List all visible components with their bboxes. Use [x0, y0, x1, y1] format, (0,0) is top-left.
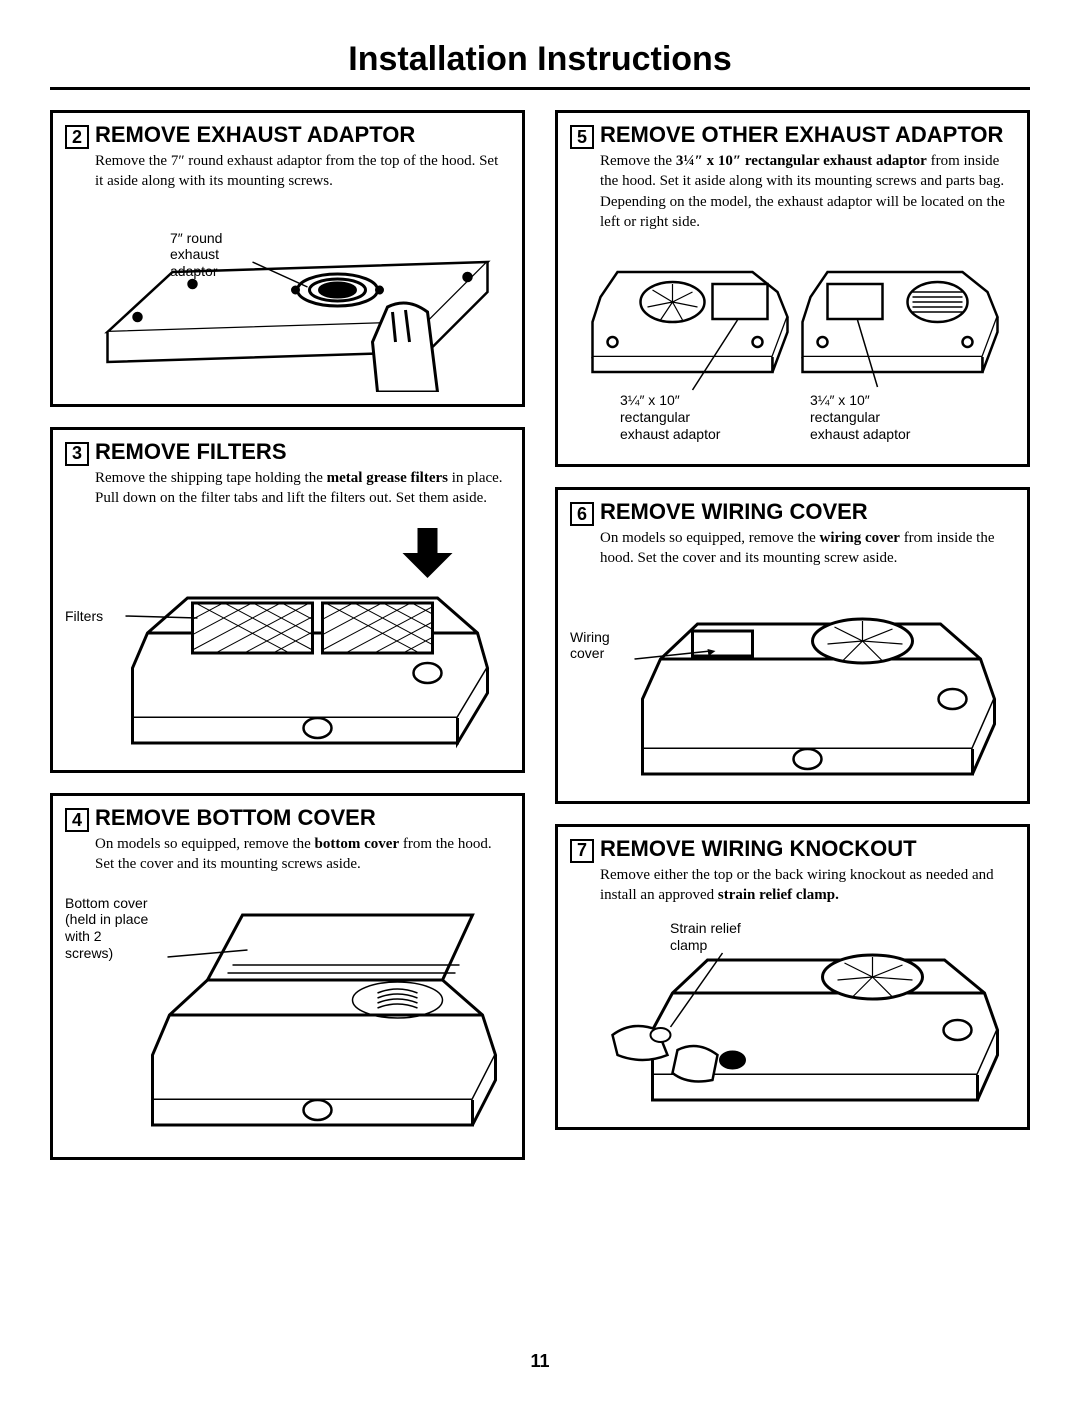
callout-bottom-cover: Bottom cover (held in place with 2 screw… [65, 895, 148, 962]
step-6-header: 6 REMOVE WIRING COVER [570, 500, 1015, 526]
step-4-header: 4 REMOVE BOTTOM COVER [65, 806, 510, 832]
step-4-body: On models so equipped, remove the bottom… [95, 834, 510, 875]
callout-round-adaptor: 7″ round exhaust adaptor [170, 230, 222, 280]
step-6-title: REMOVE WIRING COVER [600, 500, 868, 524]
step-4-title: REMOVE BOTTOM COVER [95, 806, 376, 830]
step-2-illustration: 7″ round exhaust adaptor [65, 202, 510, 392]
step-3-illustration: Filters [65, 518, 510, 758]
step-2-title: REMOVE EXHAUST ADAPTOR [95, 123, 415, 147]
step-6-number: 6 [570, 502, 594, 526]
step-5-title: REMOVE OTHER EXHAUST ADAPTOR [600, 123, 1003, 147]
step-7-illustration: Strain relief clamp [570, 915, 1015, 1115]
step-6-illustration: Wiring cover [570, 579, 1015, 789]
step-3-header: 3 REMOVE FILTERS [65, 440, 510, 466]
step-5-header: 5 REMOVE OTHER EXHAUST ADAPTOR [570, 123, 1015, 149]
step-4-number: 4 [65, 808, 89, 832]
step-3-number: 3 [65, 442, 89, 466]
step-3-body: Remove the shipping tape holding the met… [95, 468, 510, 509]
step-7-box: 7 REMOVE WIRING KNOCKOUT Remove either t… [555, 824, 1030, 1131]
step-7-number: 7 [570, 839, 594, 863]
step-6-body: On models so equipped, remove the wiring… [600, 528, 1015, 569]
step-3-title: REMOVE FILTERS [95, 440, 287, 464]
callout-filters: Filters [65, 608, 103, 625]
step-3-box: 3 REMOVE FILTERS Remove the shipping tap… [50, 427, 525, 774]
page-title: Installation Instructions [50, 40, 1030, 90]
step-5-box: 5 REMOVE OTHER EXHAUST ADAPTOR Remove th… [555, 110, 1030, 467]
columns: 2 REMOVE EXHAUST ADAPTOR Remove the 7″ r… [50, 110, 1030, 1160]
step-2-header: 2 REMOVE EXHAUST ADAPTOR [65, 123, 510, 149]
callout-strain-relief: Strain relief clamp [670, 920, 741, 954]
step-2-body: Remove the 7″ round exhaust adaptor from… [95, 151, 510, 192]
page-number: 11 [0, 1351, 1080, 1372]
step-7-header: 7 REMOVE WIRING KNOCKOUT [570, 837, 1015, 863]
step-5-body: Remove the 3¼″ x 10″ rectangular exhaust… [600, 151, 1015, 232]
right-column: 5 REMOVE OTHER EXHAUST ADAPTOR Remove th… [555, 110, 1030, 1160]
step-5-number: 5 [570, 125, 594, 149]
callout-rect-adaptor-right: 3¼″ x 10″ rectangular exhaust adaptor [810, 392, 910, 442]
step-7-title: REMOVE WIRING KNOCKOUT [600, 837, 917, 861]
callout-wiring-cover: Wiring cover [570, 629, 610, 663]
step-4-box: 4 REMOVE BOTTOM COVER On models so equip… [50, 793, 525, 1160]
step-2-box: 2 REMOVE EXHAUST ADAPTOR Remove the 7″ r… [50, 110, 525, 407]
step-4-illustration: Bottom cover (held in place with 2 screw… [65, 885, 510, 1145]
left-column: 2 REMOVE EXHAUST ADAPTOR Remove the 7″ r… [50, 110, 525, 1160]
callout-rect-adaptor-left: 3¼″ x 10″ rectangular exhaust adaptor [620, 392, 720, 442]
step-6-box: 6 REMOVE WIRING COVER On models so equip… [555, 487, 1030, 804]
step-7-body: Remove either the top or the back wiring… [600, 865, 1015, 906]
step-2-number: 2 [65, 125, 89, 149]
step-5-illustration: 3¼″ x 10″ rectangular exhaust adaptor 3¼… [570, 242, 1015, 452]
